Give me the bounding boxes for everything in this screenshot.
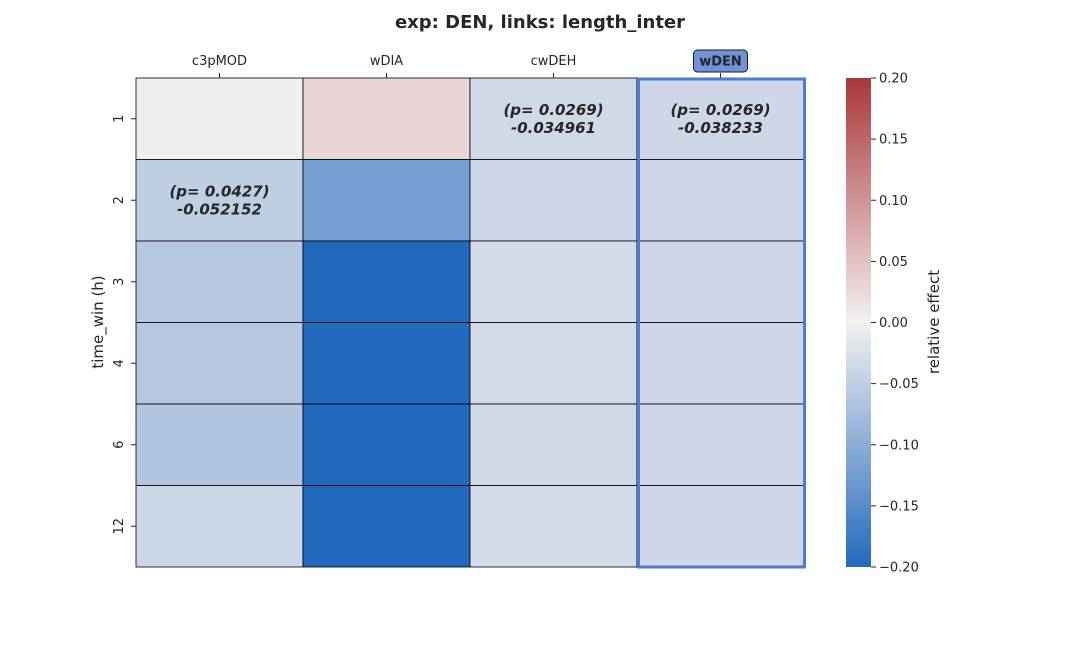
heatmap-cell-r3-c3 — [636, 322, 805, 405]
heatmap-cells — [135, 77, 806, 569]
heatmap-cell-r2-c1 — [302, 240, 471, 323]
y-tick-label: 3 — [112, 278, 127, 286]
x-tick-label: wDIA — [370, 54, 403, 69]
heatmap-cell-r5-c0 — [135, 485, 304, 568]
heatmap-cell-r2-c3 — [636, 240, 805, 323]
colorbar-tick-label: 0.00 — [879, 316, 908, 331]
colorbar-tick-label: 0.15 — [879, 133, 908, 148]
heatmap-cell-r1-c0 — [135, 159, 304, 242]
y-axis-label: time_win (h) — [89, 275, 108, 368]
heatmap-cell-r4-c3 — [636, 403, 805, 486]
cell-annotation-value: -0.038233 — [678, 119, 763, 137]
heatmap-cell-r0-c1 — [302, 77, 471, 160]
cell-annotations: (p= 0.0269)-0.034961(p= 0.0269)-0.038233… — [169, 101, 770, 219]
heatmap-cell-r2-c2 — [469, 240, 638, 323]
heatmap-cell-r4-c2 — [469, 403, 638, 486]
heatmap-cell-r4-c0 — [135, 403, 304, 486]
x-tick-highlight-box — [693, 49, 748, 73]
heatmap-cell-r5-c2 — [469, 485, 638, 568]
heatmap-cell-r1-c1 — [302, 159, 471, 242]
cell-annotation-pvalue: (p= 0.0269) — [670, 101, 770, 119]
y-tick-label: 12 — [112, 518, 127, 535]
heatmap-cell-r1-c2 — [469, 159, 638, 242]
cell-annotation-pvalue: (p= 0.0427) — [169, 182, 269, 200]
colorbar-tick-label: −0.20 — [879, 561, 919, 576]
cell-annotation-value: -0.034961 — [511, 119, 596, 137]
colorbar-tick-label: 0.05 — [879, 255, 908, 270]
colorbar-tick-label: 0.20 — [879, 72, 908, 87]
heatmap-cell-r3-c1 — [302, 322, 471, 405]
y-tick-label: 4 — [112, 359, 127, 367]
colorbar-tick-label: 0.10 — [879, 194, 908, 209]
heatmap-cell-r0-c0 — [135, 77, 304, 160]
heatmap-cell-r3-c2 — [469, 322, 638, 405]
cell-annotation-pvalue: (p= 0.0269) — [503, 101, 603, 119]
x-tick-label: wDEN — [699, 55, 742, 70]
heatmap-cell-r0-c3 — [636, 77, 805, 160]
colorbar-ticks: 0.20 0.15 0.10 0.05 0.00 −0.05 −0.10 −0.15 −0.20 — [871, 72, 919, 576]
chart-title: exp: DEN, links: length_inter — [395, 12, 685, 33]
x-tick-label: c3pMOD — [192, 54, 247, 69]
heatmap-cell-r2-c0 — [135, 240, 304, 323]
colorbar: 0.20 0.15 0.10 0.05 0.00 −0.05 −0.10 −0.15 −0.20… — [846, 72, 943, 576]
colorbar-tick-label: −0.15 — [879, 499, 919, 514]
colorbar-label: relative effect — [925, 270, 943, 374]
colorbar-gradient — [846, 78, 871, 567]
colorbar-tick-label: −0.10 — [879, 438, 919, 453]
y-tick-label: 2 — [112, 196, 127, 204]
heatmap-cell-r1-c3 — [636, 159, 805, 242]
x-tick-label: cwDEH — [531, 54, 577, 69]
y-tick-label: 6 — [112, 441, 127, 449]
highlight-column-frame — [637, 77, 806, 569]
heatmap-cell-r4-c1 — [302, 403, 471, 486]
colorbar-tick-label: −0.05 — [879, 377, 919, 392]
heatmap-cell-r5-c1 — [302, 485, 471, 568]
heatmap-cell-r5-c3 — [636, 485, 805, 568]
x-axis-ticks: c3pMOD wDIA cwDEH wDEN — [192, 49, 748, 78]
y-tick-label: 1 — [112, 115, 127, 123]
cell-annotation-value: -0.052152 — [177, 200, 262, 218]
heatmap-cell-r0-c2 — [469, 77, 638, 160]
heatmap-cell-r3-c0 — [135, 322, 304, 405]
